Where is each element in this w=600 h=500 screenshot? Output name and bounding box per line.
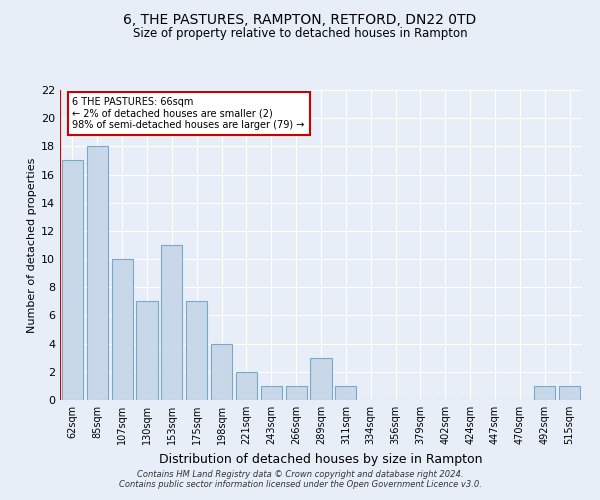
Bar <box>286 386 307 400</box>
Bar <box>161 245 182 400</box>
Text: 6 THE PASTURES: 66sqm
← 2% of detached houses are smaller (2)
98% of semi-detach: 6 THE PASTURES: 66sqm ← 2% of detached h… <box>73 97 305 130</box>
Bar <box>211 344 232 400</box>
Bar <box>112 259 133 400</box>
Text: 6, THE PASTURES, RAMPTON, RETFORD, DN22 0TD: 6, THE PASTURES, RAMPTON, RETFORD, DN22 … <box>124 12 476 26</box>
Text: Size of property relative to detached houses in Rampton: Size of property relative to detached ho… <box>133 28 467 40</box>
Bar <box>236 372 257 400</box>
Bar <box>310 358 332 400</box>
Bar <box>87 146 108 400</box>
Bar <box>136 302 158 400</box>
Bar <box>261 386 282 400</box>
Bar <box>186 302 207 400</box>
Y-axis label: Number of detached properties: Number of detached properties <box>27 158 37 332</box>
Bar <box>335 386 356 400</box>
Text: Contains HM Land Registry data © Crown copyright and database right 2024.
Contai: Contains HM Land Registry data © Crown c… <box>119 470 481 489</box>
X-axis label: Distribution of detached houses by size in Rampton: Distribution of detached houses by size … <box>159 452 483 466</box>
Bar <box>559 386 580 400</box>
Bar <box>62 160 83 400</box>
Bar <box>534 386 555 400</box>
